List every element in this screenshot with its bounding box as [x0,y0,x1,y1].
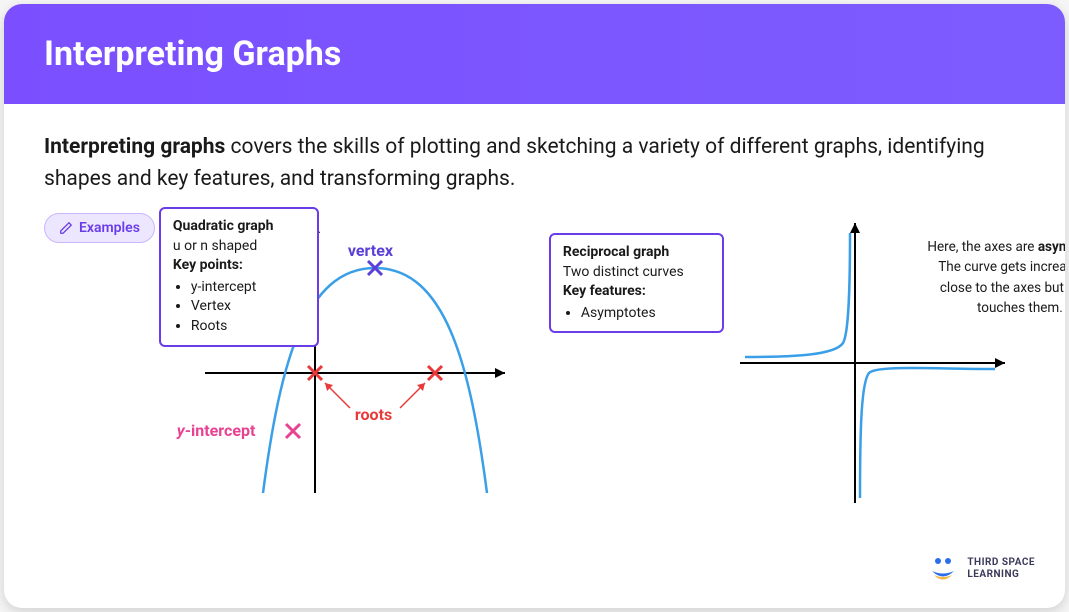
recip-y-arrow [850,223,860,233]
logo-icon [929,556,959,582]
recip-box-title: Reciprocal graph [563,243,710,263]
yint-label: y-intercept [177,421,255,440]
lesson-card: Interpreting Graphs Interpreting graphs … [4,4,1065,608]
quad-box-subtitle: u or n shaped [173,237,305,257]
recip-box-keyhead: Key features: [563,282,710,302]
intro-bold: Interpreting graphs [44,135,225,159]
examples-label: Examples [79,220,140,236]
page-title: Interpreting Graphs [44,34,1025,74]
note-bold: asymptotes [1038,239,1065,255]
x-arrow [495,368,505,378]
intro-text: Interpreting graphs covers the skills of… [44,132,1025,195]
recip-curve-1 [745,233,850,357]
examples-pill: Examples [44,213,155,243]
yint-rest: -intercept [185,421,256,440]
recip-point-0: Asymptotes [581,304,710,324]
yint-y: y [177,421,185,440]
pencil-icon [59,221,73,235]
recip-x-arrow [995,358,1005,368]
examples-row: Examples Quadratic graph u or n shaped K… [44,213,1025,513]
brand-logo: THIRD SPACE LEARNING [929,556,1035,582]
card-header: Interpreting Graphs [4,4,1065,104]
brand-line1: THIRD SPACE [967,557,1035,569]
quad-box-title: Quadratic graph [173,217,305,237]
vertex-label: vertex [348,241,393,260]
roots-label: roots [355,405,392,424]
quad-point-0: y-intercept [191,278,305,298]
quad-box-keyhead: Key points: [173,256,305,276]
charts-container: Quadratic graph u or n shaped Key points… [165,213,1065,513]
logo-text: THIRD SPACE LEARNING [967,557,1035,581]
quad-box-list: y-intercept Vertex Roots [173,278,305,337]
quad-point-2: Roots [191,317,305,337]
reciprocal-panel: Reciprocal graph Two distinct curves Key… [555,213,1065,513]
quad-point-1: Vertex [191,297,305,317]
quadratic-panel: Quadratic graph u or n shaped Key points… [165,213,525,513]
recip-curve-2 [860,368,995,498]
note-line1: Here, the axes are [927,239,1034,255]
recip-box-list: Asymptotes [563,304,710,324]
card-body: Interpreting graphs covers the skills of… [4,104,1065,533]
brand-line2: LEARNING [967,569,1035,581]
asymptote-note: Here, the axes are asymptotes. The curve… [925,237,1065,318]
quadratic-info-box: Quadratic graph u or n shaped Key points… [159,207,319,347]
reciprocal-info-box: Reciprocal graph Two distinct curves Key… [549,233,724,333]
note-line2: The curve gets increasingly close to the… [938,259,1065,316]
recip-box-subtitle: Two distinct curves [563,263,710,283]
yint-marker [286,424,300,438]
